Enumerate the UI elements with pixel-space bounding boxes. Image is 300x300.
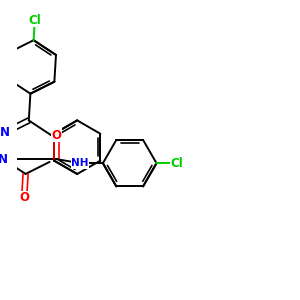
Text: NH: NH [71,158,89,168]
Text: Cl: Cl [28,14,41,27]
Text: Cl: Cl [170,157,183,170]
Text: O: O [19,191,29,205]
Text: O: O [52,128,62,142]
Text: N: N [0,126,10,139]
Text: N: N [0,153,8,166]
